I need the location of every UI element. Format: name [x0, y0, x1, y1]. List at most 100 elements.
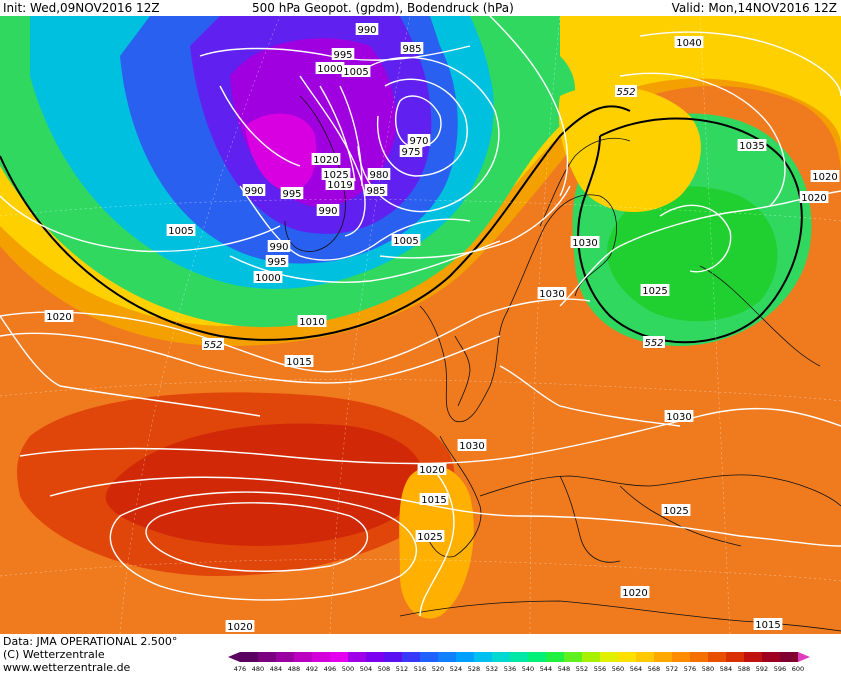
colorbar-tick-label: 540	[522, 665, 534, 673]
pressure-label: 1020	[313, 155, 338, 166]
pressure-label: 1015	[286, 357, 311, 368]
colorbar-cell	[600, 652, 618, 662]
colorbar-tick-label: 508	[378, 665, 390, 673]
pressure-label: 1030	[666, 412, 691, 423]
pressure-label-bg	[284, 355, 314, 367]
pressure-label-bg	[367, 168, 391, 180]
pressure-label-bg	[674, 36, 704, 48]
colorbar-tick-label: 492	[306, 665, 318, 673]
init-time: Init: Wed,09NOV2016 12Z	[3, 1, 160, 15]
pressure-label: 1005	[393, 236, 418, 247]
colorbar-tick-label: 484	[270, 665, 282, 673]
pressure-label-bg	[753, 618, 783, 630]
isobar-1005-west	[0, 195, 281, 253]
pressure-label: 970	[409, 136, 428, 147]
pressure-label: 1020	[812, 172, 837, 183]
pressure-label-bg	[391, 234, 421, 246]
isobar-low-b	[319, 85, 356, 182]
colorbar-tick-label: 556	[594, 665, 606, 673]
height-label: 552	[644, 338, 663, 349]
pressure-label: 990	[269, 242, 288, 253]
colorbar-cell	[276, 652, 294, 662]
pressure-label-bg	[364, 184, 388, 196]
colorbar-tick-label: 576	[684, 665, 696, 673]
colorbar-tick-label: 524	[450, 665, 462, 673]
pressure-label: 1030	[572, 238, 597, 249]
colorbar-cell	[564, 652, 582, 662]
colorbar-tick-label: 480	[252, 665, 264, 673]
isobar-995	[239, 185, 471, 261]
colorbar-tick-label: 568	[648, 665, 660, 673]
pressure-label-bg	[166, 224, 196, 236]
colorbar-legend: 476 480 484 488 492 496 500 504 508 512 516 520 524 5…	[228, 652, 810, 673]
colorbar-cell	[240, 652, 258, 662]
isobar-970	[394, 95, 442, 148]
colorbar-tick-label: 596	[774, 665, 786, 673]
colorbar-cell	[330, 652, 348, 662]
colorbar-tick-label: 580	[702, 665, 714, 673]
pressure-label-bg	[810, 170, 840, 182]
isobar-1020-west	[0, 315, 261, 417]
pressure-label: 1005	[168, 226, 193, 237]
pressure-label-bg	[737, 139, 767, 151]
isobar-990	[219, 85, 301, 167]
ridge-mediterranean	[399, 465, 474, 619]
colorbar-tick-label: 544	[540, 665, 552, 673]
pressure-label: 1010	[299, 317, 324, 328]
colorbar-cell	[348, 652, 366, 662]
colorbar-cell	[528, 652, 546, 662]
pressure-label: 1000	[317, 64, 342, 75]
pressure-label-bg	[799, 191, 829, 203]
height-label: 552	[203, 340, 222, 351]
pressure-label: 1000	[255, 273, 280, 284]
pressure-label-bg	[321, 168, 351, 180]
pressure-label-bg	[620, 586, 650, 598]
colorbar-cell	[366, 652, 384, 662]
colorbar-tick-label: 564	[630, 665, 642, 673]
pressure-label: 1035	[739, 141, 764, 152]
pressure-label: 1030	[539, 289, 564, 300]
isobar-1025-east	[659, 204, 732, 273]
isobar-1035	[109, 491, 417, 601]
latlon-grid	[0, 16, 841, 634]
pressure-label: 1025	[642, 286, 667, 297]
pressure-label-bg	[341, 65, 371, 77]
isobar-1020-iberia	[419, 465, 455, 617]
isobar-1015-north	[489, 16, 569, 197]
isobar-1000	[229, 240, 501, 283]
pressure-label-bg	[297, 315, 327, 327]
colorbar-tick-label: 588	[738, 665, 750, 673]
colorbar-cell	[510, 652, 528, 662]
isobar-1010	[0, 298, 591, 373]
pressure-label: 995	[267, 257, 286, 268]
colorbar-cell	[780, 652, 798, 662]
pressure-label: 1015	[755, 620, 780, 631]
pressure-label-bg	[280, 187, 304, 199]
pressure-label-bg	[316, 204, 340, 216]
colorbar-cell	[438, 652, 456, 662]
isobar-985	[357, 56, 500, 213]
pressure-label: 1020	[622, 588, 647, 599]
pressure-label-bg	[457, 439, 487, 451]
colorbar-tick-label: 476	[234, 665, 246, 673]
pressure-label-bg	[242, 184, 266, 196]
pressure-label: 990	[357, 25, 376, 36]
pressure-label-bg	[537, 287, 567, 299]
pressure-label: 985	[366, 186, 385, 197]
pressure-label-bg	[355, 23, 379, 35]
isobar-1040	[145, 502, 369, 572]
colorbar-tick-label: 532	[486, 665, 498, 673]
isobars	[0, 16, 841, 617]
colorbar-left-arrow	[228, 652, 240, 662]
colorbar-cell	[762, 652, 780, 662]
pressure-label: 1040	[676, 38, 701, 49]
pressure-label: 980	[369, 170, 388, 181]
height-label-bg	[643, 336, 665, 348]
pressure-label-bg	[419, 493, 449, 505]
colorbar-tick-label: 592	[756, 665, 768, 673]
pressure-label-bg	[399, 145, 423, 157]
colorbar-cell	[708, 652, 726, 662]
data-source-line: Data: JMA OPERATIONAL 2.500°	[3, 635, 178, 648]
pressure-label: 1020	[227, 622, 252, 633]
pressure-label-bg	[267, 240, 291, 252]
